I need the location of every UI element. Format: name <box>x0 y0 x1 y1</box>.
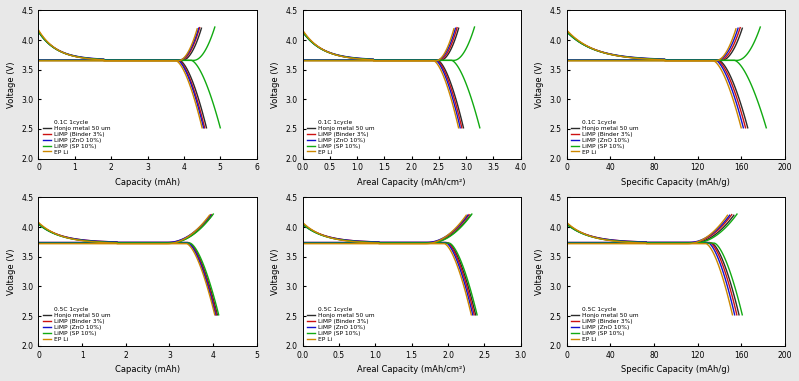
X-axis label: Areal Capacity (mAh/cm²): Areal Capacity (mAh/cm²) <box>357 365 466 374</box>
Legend: 0.5C 1cycle, Honjo metal 50 um, LiMP (Binder 3%), LiMP (ZnO 10%), LiMP (SP 10%),: 0.5C 1cycle, Honjo metal 50 um, LiMP (Bi… <box>42 306 111 343</box>
Y-axis label: Voltage (V): Voltage (V) <box>7 248 16 295</box>
Y-axis label: Voltage (V): Voltage (V) <box>7 61 16 108</box>
X-axis label: Specific Capacity (mAh/g): Specific Capacity (mAh/g) <box>622 178 730 187</box>
X-axis label: Specific Capacity (mAh/g): Specific Capacity (mAh/g) <box>622 365 730 374</box>
X-axis label: Capacity (mAh): Capacity (mAh) <box>115 178 180 187</box>
Legend: 0.1C 1cycle, Honjo metal 50 um, LiMP (Binder 3%), LiMP (ZnO 10%), LiMP (SP 10%),: 0.1C 1cycle, Honjo metal 50 um, LiMP (Bi… <box>42 118 111 156</box>
Y-axis label: Voltage (V): Voltage (V) <box>271 248 280 295</box>
X-axis label: Capacity (mAh): Capacity (mAh) <box>115 365 180 374</box>
Legend: 0.5C 1cycle, Honjo metal 50 um, LiMP (Binder 3%), LiMP (ZnO 10%), LiMP (SP 10%),: 0.5C 1cycle, Honjo metal 50 um, LiMP (Bi… <box>305 306 376 343</box>
Legend: 0.1C 1cycle, Honjo metal 50 um, LiMP (Binder 3%), LiMP (ZnO 10%), LiMP (SP 10%),: 0.1C 1cycle, Honjo metal 50 um, LiMP (Bi… <box>305 118 376 156</box>
Y-axis label: Voltage (V): Voltage (V) <box>535 248 544 295</box>
Y-axis label: Voltage (V): Voltage (V) <box>535 61 544 108</box>
X-axis label: Areal Capacity (mAh/cm²): Areal Capacity (mAh/cm²) <box>357 178 466 187</box>
Legend: 0.5C 1cycle, Honjo metal 50 um, LiMP (Binder 3%), LiMP (ZnO 10%), LiMP (SP 10%),: 0.5C 1cycle, Honjo metal 50 um, LiMP (Bi… <box>570 306 640 343</box>
Y-axis label: Voltage (V): Voltage (V) <box>271 61 280 108</box>
Legend: 0.1C 1cycle, Honjo metal 50 um, LiMP (Binder 3%), LiMP (ZnO 10%), LiMP (SP 10%),: 0.1C 1cycle, Honjo metal 50 um, LiMP (Bi… <box>570 118 640 156</box>
